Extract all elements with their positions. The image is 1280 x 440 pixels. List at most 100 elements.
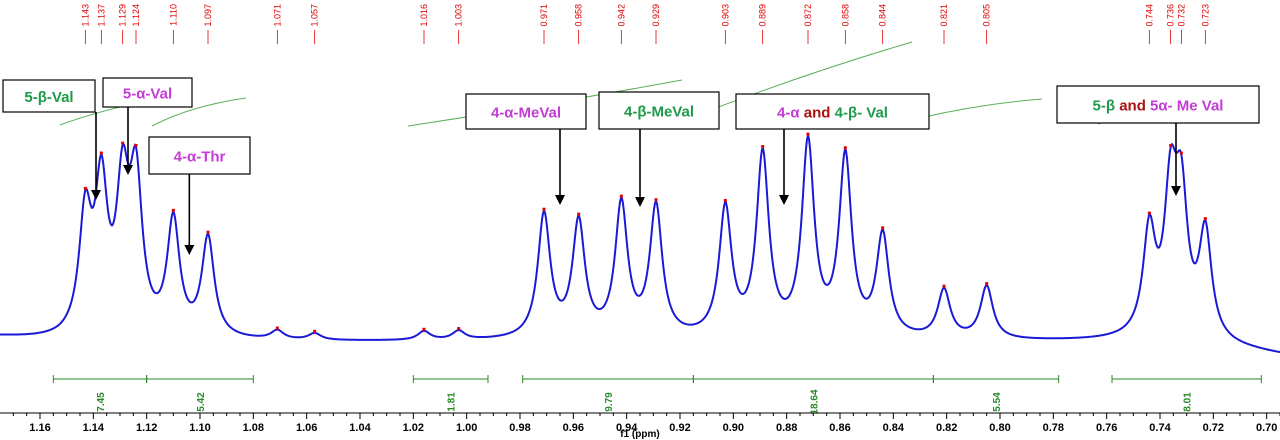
peak-label: 0.736 [1166,4,1176,27]
peak-marker [654,198,658,202]
integral-value: 1.81 [447,392,458,412]
peak-label: 0.732 [1177,4,1187,27]
ann-4-beta-meval-box [598,91,720,130]
x-tick-label: 0.94 [616,422,638,434]
ann-5-alpha-val-label: 5-α-Val [123,86,172,103]
x-tick-label: 1.08 [243,422,264,434]
peak-marker [99,151,103,155]
peak-marker [881,226,885,230]
x-tick-label: 0.98 [509,422,530,434]
integral-value: 7.45 [96,392,107,412]
peak-label: 1.129 [118,4,128,27]
peak-label: 0.723 [1200,4,1210,27]
peak-marker [1169,144,1173,148]
x-tick-label: 0.72 [1203,422,1224,434]
x-tick-label: 0.74 [1149,422,1171,434]
annotation-label-part: 4-α-Thr [174,149,226,166]
peak-label: 1.097 [203,4,213,27]
annotation-label-part: 4-β-MeVal [624,104,694,121]
ann-4-beta-meval-label: 4-β-MeVal [624,104,694,121]
x-tick-label: 1.16 [29,422,50,434]
x-axis-title: f1 (ppm) [620,429,659,440]
peak-label: 1.016 [419,4,429,27]
ann-5-alpha-val-box [102,77,193,108]
ann-4-alpha-thr-label: 4-α-Thr [174,149,226,166]
peak-marker [422,327,426,331]
peak-marker [761,145,765,149]
peak-marker [457,327,461,331]
ann-5-beta-5alpha-meval-arrowhead [1171,186,1181,196]
peak-marker [1179,151,1183,155]
peak-marker [313,329,317,333]
ann-4-beta-meval-arrowhead [635,197,645,207]
ann-4-alpha-4-beta-val-box [735,93,930,130]
ann-5-alpha-val-arrowhead [123,165,133,175]
ann-4-alpha-meval-label: 4-α-MeVal [491,105,561,122]
peak-marker [723,198,727,202]
x-tick-label: 1.00 [456,422,477,434]
spectrum-trace [0,132,1280,354]
integral-bars: 7.45 5.42 1.81 9.79 18.64 5.54 8.01 [52,375,1262,415]
ann-5-beta-val-label: 5-β-Val [24,89,73,106]
x-tick-label: 0.76 [1096,422,1117,434]
peak-marker [206,230,210,234]
ann-4-alpha-thr-box [148,136,251,175]
x-tick-label: 1.12 [136,422,157,434]
peak-marker [806,132,810,136]
integral-value: 8.01 [1183,392,1194,412]
annotation-label-part: 5α- Me [1150,98,1202,115]
peak-label: 1.124 [131,4,141,27]
x-tick-label: 0.86 [829,422,850,434]
peak-marker [619,194,623,198]
x-tick-label: 0.82 [936,422,957,434]
integral-value: 5.42 [196,392,207,412]
annotation-label-part: 5-β [1093,98,1116,115]
annotation-label-part: 4-α [777,105,800,122]
annotation-label-part: and [1115,98,1150,115]
peak-marker [1147,211,1151,215]
peak-label: 1.071 [272,4,282,27]
integral-value: 9.79 [604,392,615,412]
ann-4-alpha-4-beta-val-arrowhead [779,195,789,205]
x-tick-label: 0.78 [1043,422,1064,434]
peak-label: 0.858 [840,4,850,27]
peak-label: 0.872 [803,4,813,27]
annotation-label-part: 4-α-MeVal [491,105,561,122]
peak-marker [83,186,87,190]
peak-labels: 1.143 1.137 1.129 1.124 1.110 1.097 1.071 1.057… [80,4,1210,45]
peak-marker [985,282,989,286]
ann-4-alpha-meval-box [465,93,587,130]
peak-label: 0.942 [616,4,626,27]
x-tick-label: 1.06 [296,422,317,434]
integral-curve [919,98,1043,119]
ann-5-beta-val-arrowhead [91,190,101,200]
x-tick-label: 0.70 [1256,422,1277,434]
x-axis: 1.16 1.14 1.12 1.10 1.08 1.06 1.04 1.02 1.00 0.98… [0,412,1280,434]
peak-label: 0.744 [1144,4,1154,27]
peak-label: 1.143 [80,4,90,27]
ann-4-alpha-meval-arrowhead [555,195,565,205]
x-tick-label: 0.96 [563,422,584,434]
ann-4-alpha-thr-arrowhead [184,245,195,255]
x-tick-label: 0.90 [723,422,744,434]
annotation-label-part: 5-α-Val [123,86,172,103]
peak-label: 0.958 [574,4,584,27]
peak-marker [577,212,581,216]
ann-5-beta-5alpha-meval-label: 5-β and 5α- Me Val [1093,98,1224,115]
integral-value: 5.54 [992,392,1003,412]
peak-marker [171,208,175,212]
peak-label: 1.137 [96,4,106,27]
annotation-label-part: 5-β-Val [24,89,73,106]
annotations: 5-β-Val 5-α-Val 4-α-Thr 4-α-MeVal 4-β-MeVal 4… [2,77,1260,255]
x-tick-label: 0.92 [669,422,690,434]
ann-5-beta-5alpha-meval-box [1056,85,1260,124]
ann-5-beta-val-box [2,79,96,113]
integral-curve [151,97,247,127]
x-tick-label: 1.02 [403,422,424,434]
peak-marker [843,146,847,150]
peak-label: 0.889 [758,4,768,27]
ann-4-alpha-4-beta-val-label: 4-α and 4-β- Val [777,105,888,122]
peak-markers [83,132,1207,333]
peak-label: 0.929 [651,4,661,27]
spectrum-trace-group [0,132,1280,354]
